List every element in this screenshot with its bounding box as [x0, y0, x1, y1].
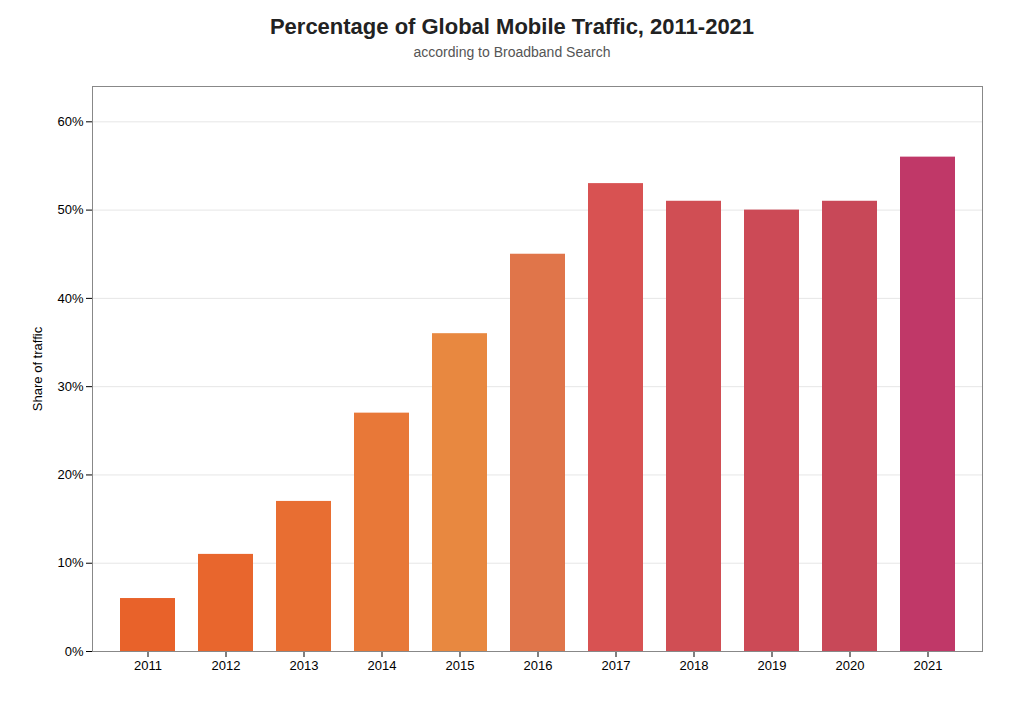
svg-text:2011: 2011 — [134, 658, 162, 673]
svg-text:10%: 10% — [57, 555, 83, 570]
svg-text:20%: 20% — [57, 467, 83, 482]
svg-text:2019: 2019 — [758, 658, 787, 673]
svg-text:2015: 2015 — [446, 658, 475, 673]
svg-text:0%: 0% — [65, 644, 84, 659]
svg-text:30%: 30% — [57, 379, 83, 394]
html-text:according to Broadband Search: according to Broadband Search — [413, 44, 611, 60]
svg-text:2012: 2012 — [212, 658, 241, 673]
svg-text:2014: 2014 — [368, 658, 397, 673]
svg-text:60%: 60% — [57, 114, 83, 129]
svg-text:2017: 2017 — [602, 658, 631, 673]
svg-text:2020: 2020 — [836, 658, 865, 673]
svg-text:2021: 2021 — [914, 658, 943, 673]
svg-text:2013: 2013 — [290, 658, 319, 673]
svg-text:50%: 50% — [57, 202, 83, 217]
html-text:Percentage of Global Mobile Tr: Percentage of Global Mobile Traffic, 201… — [269, 14, 755, 39]
svg-text:40%: 40% — [57, 291, 83, 306]
svg-text:2016: 2016 — [524, 658, 553, 673]
svg-text:2018: 2018 — [680, 658, 709, 673]
svg-text:Share of traffic: Share of traffic — [30, 326, 45, 411]
